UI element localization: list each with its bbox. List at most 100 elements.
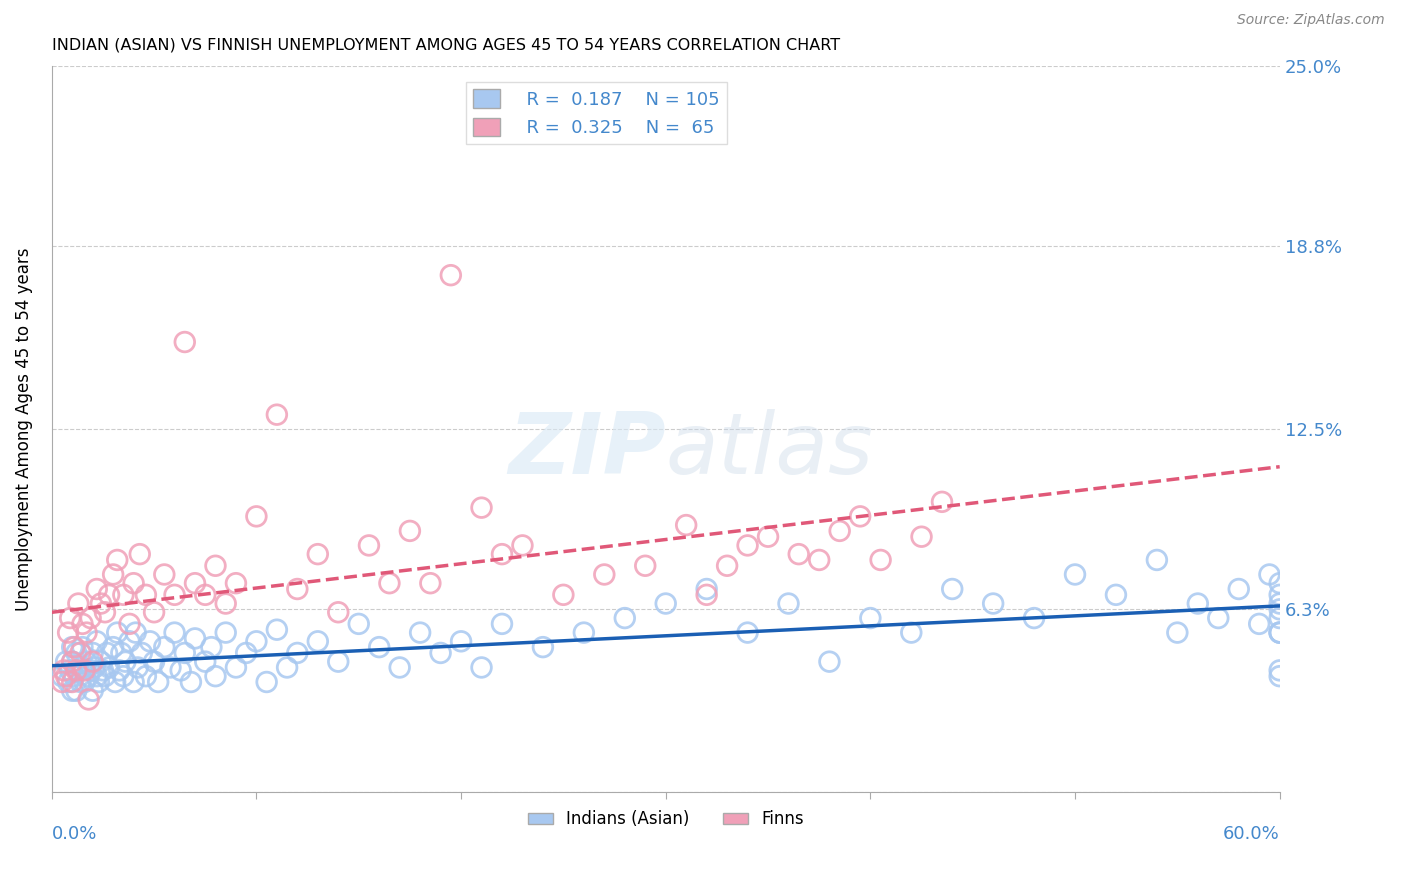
Point [409,625,432,640]
Point [225,660,247,674]
Point [51,669,73,683]
Point [86,582,108,596]
Point [1268,597,1291,611]
Point [470,500,492,515]
Point [634,558,657,573]
Point [1187,597,1209,611]
Point [65,646,87,660]
Point [470,660,492,674]
Point [1268,576,1291,591]
Point [124,625,146,640]
Point [131,646,153,660]
Point [79,664,101,678]
Point [127,660,149,674]
Point [245,634,267,648]
Point [787,547,810,561]
Point [90,597,112,611]
Point [173,646,195,660]
Point [1268,664,1291,678]
Y-axis label: Unemployment Among Ages 45 to 54 years: Unemployment Among Ages 45 to 54 years [15,247,32,611]
Point [215,625,238,640]
Point [94,605,117,619]
Point [512,538,534,552]
Point [1268,625,1291,640]
Point [56,675,79,690]
Point [98,660,121,674]
Point [931,495,953,509]
Point [307,634,329,648]
Point [67,597,90,611]
Point [77,669,100,683]
Point [65,664,87,678]
Point [139,634,162,648]
Point [194,588,217,602]
Point [399,524,422,538]
Point [72,640,94,654]
Point [135,588,157,602]
Point [285,582,308,596]
Text: atlas: atlas [665,409,873,492]
Point [1268,588,1291,602]
Point [180,675,202,690]
Point [737,625,759,640]
Point [1268,669,1291,683]
Point [69,675,91,690]
Text: Source: ZipAtlas.com: Source: ZipAtlas.com [1237,13,1385,28]
Point [1268,611,1291,625]
Point [1105,588,1128,602]
Point [613,611,636,625]
Point [276,660,298,674]
Point [357,538,380,552]
Point [184,576,207,591]
Point [204,669,226,683]
Point [55,655,77,669]
Point [65,683,87,698]
Point [143,605,166,619]
Point [307,547,329,561]
Point [778,597,800,611]
Point [101,567,124,582]
Point [82,683,104,698]
Point [90,655,112,669]
Point [77,692,100,706]
Point [716,558,738,573]
Point [153,567,176,582]
Point [79,611,101,625]
Point [86,634,108,648]
Point [200,640,222,654]
Point [737,538,759,552]
Point [696,588,718,602]
Point [72,616,94,631]
Point [118,616,141,631]
Point [235,646,257,660]
Point [808,553,831,567]
Point [553,588,575,602]
Text: INDIAN (ASIAN) VS FINNISH UNEMPLOYMENT AMONG AGES 45 TO 54 YEARS CORRELATION CHA: INDIAN (ASIAN) VS FINNISH UNEMPLOYMENT A… [52,37,839,53]
Point [696,582,718,596]
Point [60,675,83,690]
Point [143,655,166,669]
Point [82,655,104,669]
Point [828,524,851,538]
Point [941,582,963,596]
Point [69,646,91,660]
Point [429,646,451,660]
Point [245,509,267,524]
Point [1022,611,1045,625]
Point [328,655,350,669]
Point [491,616,513,631]
Point [184,632,207,646]
Point [105,553,128,567]
Point [83,660,105,674]
Point [170,664,193,678]
Point [1268,602,1291,616]
Point [849,509,872,524]
Point [1146,553,1168,567]
Point [110,646,132,660]
Point [869,553,891,567]
Point [122,675,145,690]
Point [86,669,108,683]
Point [419,576,441,591]
Point [859,611,882,625]
Point [73,664,96,678]
